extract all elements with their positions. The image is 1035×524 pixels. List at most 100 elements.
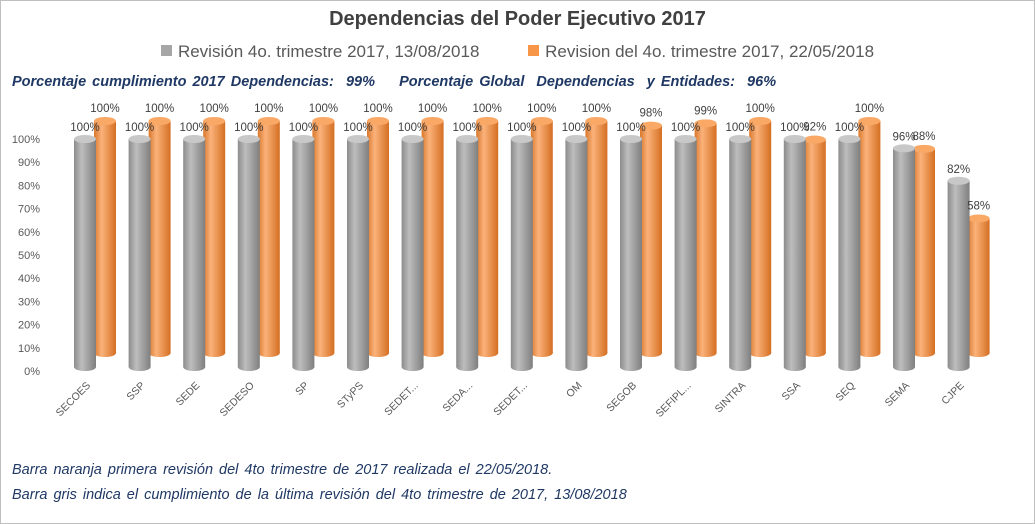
bar-gray-top xyxy=(347,135,369,143)
bar-orange-base xyxy=(421,349,444,357)
data-label-orange: 100% xyxy=(199,103,228,115)
bar-gray xyxy=(565,139,588,367)
category-label: SEQ xyxy=(833,380,857,404)
bar-gray-base xyxy=(674,363,697,371)
data-label-orange: 100% xyxy=(527,103,556,115)
legend-item-orange: Revision del 4o. trimestre 2017, 22/05/2… xyxy=(528,42,874,62)
category-label: SEDESO xyxy=(217,380,256,419)
bar-gray-top xyxy=(783,135,806,143)
bar-orange xyxy=(913,148,935,353)
y-tick-label: 90% xyxy=(18,157,40,169)
data-label-orange: 100% xyxy=(472,103,501,115)
data-label-gray: 100% xyxy=(70,122,99,134)
bar-orange-top xyxy=(749,117,772,125)
bar-gray-base xyxy=(947,363,970,371)
data-label-orange: 100% xyxy=(363,103,392,115)
bar-orange-top xyxy=(803,135,826,144)
bar-orange xyxy=(203,121,226,353)
data-label-gray: 100% xyxy=(289,122,318,134)
bar-orange-base xyxy=(257,349,280,357)
category-label: CJPE xyxy=(939,380,966,407)
bar-gray xyxy=(729,139,752,367)
bar-gray-base xyxy=(510,363,533,371)
bar-gray xyxy=(783,139,806,367)
bar-orange-base xyxy=(858,349,881,357)
category-label: SEDET... xyxy=(382,380,421,419)
bar-gray-base xyxy=(292,363,315,371)
category-label: SEDET... xyxy=(491,380,530,419)
data-label-gray: 82% xyxy=(947,164,970,176)
data-label-orange: 98% xyxy=(639,108,662,120)
bar-orange xyxy=(967,218,990,353)
bar-orange-top xyxy=(94,117,116,125)
data-label-orange: 100% xyxy=(745,103,774,115)
y-tick-label: 70% xyxy=(18,204,40,216)
bar-orange-top xyxy=(476,117,499,125)
bar-orange-top xyxy=(203,117,226,125)
bar-orange xyxy=(585,121,608,353)
bar-gray-top xyxy=(456,135,479,143)
category-label: SEGOB xyxy=(604,380,639,415)
bar-gray-top xyxy=(893,144,915,153)
bar-orange-base xyxy=(148,349,171,357)
bar-orange-top xyxy=(585,117,608,125)
bar-orange-base xyxy=(640,349,662,357)
bar-gray-base xyxy=(783,363,806,371)
bar-orange xyxy=(148,121,171,353)
bar-gray xyxy=(838,139,861,367)
bar-orange-base xyxy=(476,349,499,357)
category-label: SECOES xyxy=(54,380,93,419)
data-label-gray: 100% xyxy=(671,122,700,134)
bar-orange-top xyxy=(257,117,280,125)
legend-swatch-orange xyxy=(528,45,540,56)
bar-orange-top xyxy=(148,117,171,125)
bar-orange xyxy=(694,123,717,353)
bar-gray-top xyxy=(729,135,752,143)
data-label-orange: 92% xyxy=(803,122,826,134)
chart-legend: Revisión 4o. trimestre 2017, 13/08/2018 … xyxy=(0,42,1035,62)
bar-gray xyxy=(128,139,151,367)
bar-gray xyxy=(620,139,642,367)
category-label: SEDA... xyxy=(440,380,475,415)
bar-orange-base xyxy=(367,349,389,357)
data-label-gray: 100% xyxy=(234,122,263,134)
bar-orange xyxy=(421,121,444,353)
bar-orange-top xyxy=(967,214,990,223)
data-label-gray: 100% xyxy=(125,122,154,134)
legend-label-orange: Revision del 4o. trimestre 2017, 22/05/2… xyxy=(545,42,875,61)
data-label-orange: 100% xyxy=(309,103,338,115)
data-label-gray: 100% xyxy=(835,122,864,134)
data-label-orange: 100% xyxy=(418,103,447,115)
bar-gray-top xyxy=(620,135,642,143)
bar-orange-base xyxy=(94,349,116,357)
bar-gray xyxy=(292,139,315,367)
bar-gray xyxy=(674,139,697,367)
bar-gray-base xyxy=(565,363,588,371)
category-label: SEDE xyxy=(174,380,203,409)
bar-orange-base xyxy=(803,349,826,357)
bar-gray-top xyxy=(947,176,970,185)
data-label-gray: 100% xyxy=(452,122,481,134)
data-label-gray: 100% xyxy=(780,122,809,134)
bar-orange xyxy=(640,125,662,353)
bar-orange-top xyxy=(312,117,335,125)
data-label-gray: 100% xyxy=(507,122,536,134)
bar-orange-base xyxy=(694,349,717,357)
legend-swatch-gray xyxy=(160,45,172,56)
bar-gray-base xyxy=(237,363,260,371)
y-tick-label: 60% xyxy=(18,227,40,239)
bar-gray-base xyxy=(128,363,151,371)
bar-gray-base xyxy=(74,363,96,371)
data-label-orange: 88% xyxy=(912,131,935,143)
bar-gray xyxy=(347,139,369,367)
bar-orange-top xyxy=(913,144,935,153)
data-label-orange: 100% xyxy=(855,103,884,115)
bar-orange-top xyxy=(530,117,553,125)
bar-gray-base xyxy=(401,363,424,371)
category-label: SP xyxy=(293,380,311,398)
bar-gray-base xyxy=(893,363,915,371)
summary-text: Porcentaje cumplimiento 2017 Dependencia… xyxy=(12,74,777,90)
data-label-gray: 100% xyxy=(343,122,372,134)
y-tick-label: 50% xyxy=(18,250,40,262)
y-tick-label: 40% xyxy=(18,273,40,285)
